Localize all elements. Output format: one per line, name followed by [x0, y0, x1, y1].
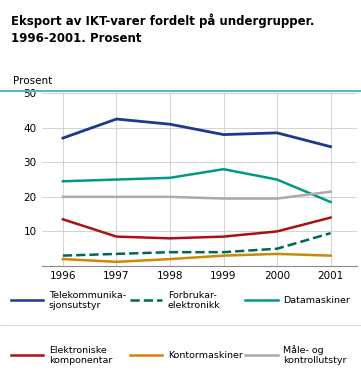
Text: Datamaskiner: Datamaskiner: [283, 296, 350, 305]
Text: Eksport av IKT-varer fordelt på undergrupper.
1996-2001. Prosent: Eksport av IKT-varer fordelt på undergru…: [11, 13, 314, 45]
Text: Forbrukar-
elektronikk: Forbrukar- elektronikk: [168, 290, 221, 310]
Text: Måle- og
kontrollutstyr: Måle- og kontrollutstyr: [283, 345, 347, 366]
Text: Prosent: Prosent: [13, 76, 52, 86]
Text: Elektroniske
komponentar: Elektroniske komponentar: [49, 345, 112, 365]
Text: Kontormaskiner: Kontormaskiner: [168, 351, 243, 360]
Text: Telekommunika-
sjonsutstyr: Telekommunika- sjonsutstyr: [49, 290, 126, 310]
